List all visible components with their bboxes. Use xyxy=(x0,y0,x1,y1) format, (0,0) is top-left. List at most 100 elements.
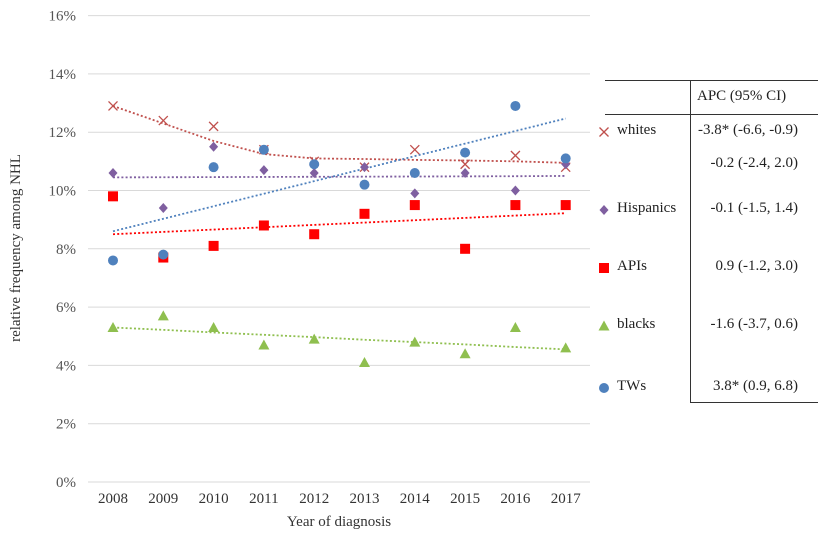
point-apis xyxy=(258,220,269,231)
marker-stroke xyxy=(510,150,521,161)
point-hispanics xyxy=(460,168,470,179)
x-tick-label: 2017 xyxy=(551,491,582,507)
point-apis xyxy=(108,191,118,202)
point-whites xyxy=(409,144,420,155)
y-tick-label: 0% xyxy=(56,475,76,491)
point-blacks xyxy=(459,348,471,359)
point-tws xyxy=(460,147,471,158)
point-apis xyxy=(309,229,320,240)
trend-lines xyxy=(112,105,566,351)
x-tick-label: 2015 xyxy=(450,491,480,507)
trend-line-whites xyxy=(112,105,566,164)
point-apis xyxy=(560,200,571,211)
point-apis xyxy=(409,200,420,211)
trend-line-blacks xyxy=(112,326,566,351)
point-blacks xyxy=(409,336,421,347)
x-tick-label: 2013 xyxy=(350,491,380,507)
x-tick-label: 2008 xyxy=(98,491,128,507)
point-blacks xyxy=(509,322,521,333)
y-tick-label: 8% xyxy=(56,242,76,258)
point-tws xyxy=(560,153,571,164)
point-hispanics xyxy=(510,185,520,196)
point-blacks xyxy=(107,322,119,333)
trend-line-tws xyxy=(112,117,566,233)
x-tick-label: 2016 xyxy=(500,491,531,507)
trend-line-apis xyxy=(112,212,566,236)
point-whites xyxy=(108,101,118,111)
y-tick-label: 6% xyxy=(56,300,76,316)
y-axis-ticks: 0% 2% 4% 6% 8% 10% 12% 14% 16% xyxy=(49,9,77,491)
point-blacks xyxy=(359,356,370,367)
point-apis xyxy=(208,240,219,251)
y-tick-label: 16% xyxy=(49,9,77,25)
marker-stroke xyxy=(108,101,118,111)
grid-lines xyxy=(88,15,590,483)
x-tick-label: 2009 xyxy=(148,491,178,507)
legend-label-tws: TWs xyxy=(617,378,647,394)
apc-table-header: APC (95% CI) xyxy=(605,80,818,115)
apc-value-hispanics: -0.1 (-1.5, 1.4) xyxy=(710,200,798,216)
apc-header-label: APC (95% CI) xyxy=(697,88,787,104)
x-axis-label: Year of diagnosis xyxy=(287,514,391,530)
point-whites xyxy=(208,121,219,132)
marker-stroke xyxy=(460,159,471,170)
legend-label-whites: whites xyxy=(617,122,657,138)
trend-line-hispanics xyxy=(112,175,566,179)
point-hispanics xyxy=(108,168,118,179)
point-tws xyxy=(158,249,169,260)
legend-marker-tws xyxy=(599,383,609,393)
y-tick-label: 2% xyxy=(56,417,76,433)
apc-value-blacks: -1.6 (-3.7, 0.6) xyxy=(710,316,798,332)
marker-stroke xyxy=(409,144,420,155)
legend-label-hispanics: Hispanics xyxy=(617,200,677,216)
point-blacks xyxy=(157,310,169,321)
legend-marker-blacks xyxy=(598,320,610,331)
point-tws xyxy=(208,162,219,173)
apc-value-tws: 3.8* (0.9, 6.8) xyxy=(713,378,798,394)
marker-stroke xyxy=(599,127,609,137)
x-tick-label: 2010 xyxy=(199,491,229,507)
point-tws xyxy=(309,159,320,170)
marker-stroke xyxy=(158,115,169,126)
point-whites xyxy=(460,159,471,170)
legend-marker-apis xyxy=(599,263,609,273)
y-tick-label: 4% xyxy=(56,358,76,374)
legend-markers xyxy=(598,127,610,393)
y-tick-label: 12% xyxy=(49,125,77,141)
legend-label-apis: APIs xyxy=(617,258,648,274)
point-blacks xyxy=(208,322,220,333)
point-tws xyxy=(409,168,420,179)
point-tws xyxy=(258,144,269,155)
point-hispanics xyxy=(158,202,168,213)
point-tws xyxy=(510,100,521,111)
point-blacks xyxy=(560,342,572,353)
data-points xyxy=(107,100,572,367)
x-tick-label: 2011 xyxy=(249,491,278,507)
x-tick-label: 2012 xyxy=(299,491,329,507)
point-hispanics xyxy=(209,141,219,152)
point-hispanics xyxy=(410,188,420,199)
y-axis-label: relative frequency among NHL xyxy=(8,154,24,342)
apc-value-whites: -3.8* (-6.6, -0.9) xyxy=(698,122,798,138)
point-apis xyxy=(359,208,370,219)
apc-table xyxy=(690,80,818,403)
point-apis xyxy=(510,200,521,211)
apc-value-apis: 0.9 (-1.2, 3.0) xyxy=(715,258,799,274)
point-tws xyxy=(108,255,118,266)
point-blacks xyxy=(258,339,270,350)
apc-table-bottom-rule xyxy=(690,402,818,403)
x-tick-label: 2014 xyxy=(400,491,431,507)
point-blacks xyxy=(308,333,320,344)
point-apis xyxy=(460,243,471,254)
point-hispanics xyxy=(360,162,369,173)
apc-value-unnamed: -0.2 (-2.4, 2.0) xyxy=(710,155,798,171)
x-axis-ticks: 2008 2009 2010 2011 2012 2013 2014 2015 2016 2017 xyxy=(98,491,581,507)
legend-label-blacks: blacks xyxy=(617,316,656,332)
point-tws xyxy=(359,179,370,190)
legend-marker-hispanics xyxy=(599,205,609,215)
marker-stroke xyxy=(208,121,219,132)
point-whites xyxy=(158,115,169,126)
point-hispanics xyxy=(309,168,319,179)
y-tick-label: 14% xyxy=(49,67,77,83)
